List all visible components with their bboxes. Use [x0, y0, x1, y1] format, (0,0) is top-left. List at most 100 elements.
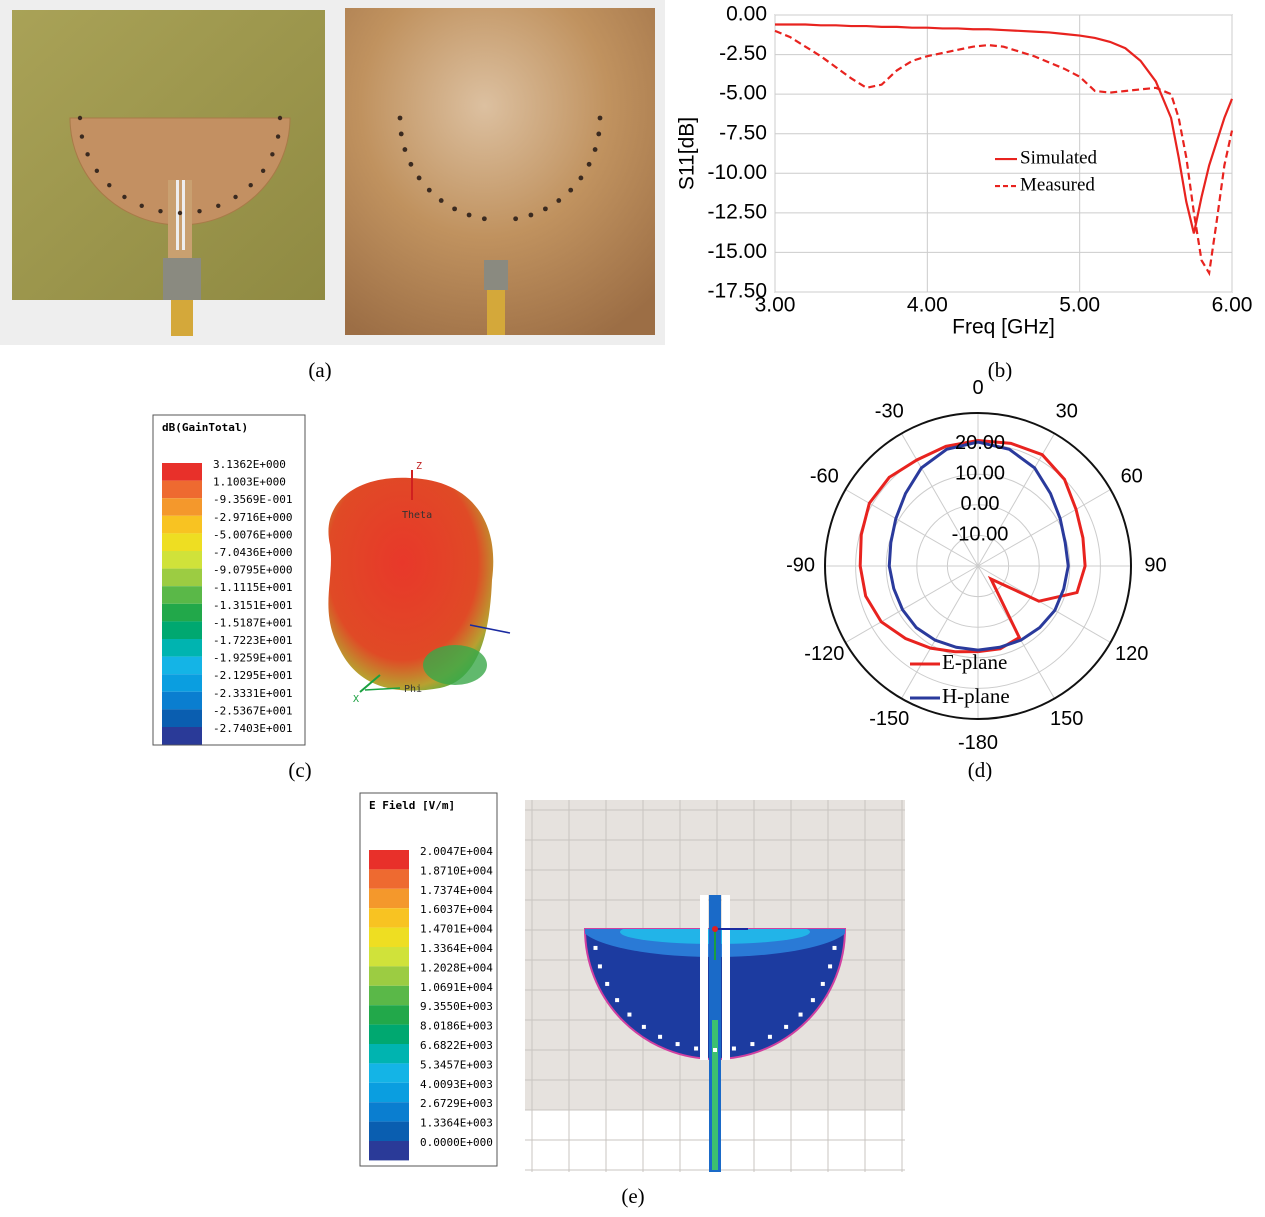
legend-label: -9.3569E-001: [213, 493, 292, 506]
via-dot: [556, 198, 561, 203]
via-dot: [78, 116, 82, 120]
color-swatch: [162, 692, 202, 710]
color-swatch: [162, 516, 202, 534]
color-swatch: [369, 1025, 409, 1044]
via-dot: [768, 1035, 772, 1039]
color-swatch: [369, 1083, 409, 1102]
color-swatch: [162, 463, 202, 481]
legend-label: -2.1295E+001: [213, 669, 292, 682]
via-dot: [107, 183, 111, 187]
via-dot: [439, 198, 444, 203]
x-axis-label: Freq [GHz]: [952, 316, 1055, 339]
legend-label: -9.0795E+000: [213, 564, 292, 577]
angle-label: 30: [1056, 401, 1078, 423]
via-dot: [811, 998, 815, 1002]
via-dot: [513, 216, 518, 221]
via-dot: [799, 1013, 803, 1017]
color-swatch: [369, 1005, 409, 1024]
color-swatch: [369, 1141, 409, 1160]
color-swatch: [162, 727, 202, 745]
via-dot: [197, 209, 201, 213]
via-dot: [833, 946, 837, 950]
via-dot: [427, 188, 432, 193]
via-dot: [598, 116, 603, 121]
angle-label: -90: [786, 554, 815, 576]
via-dot: [95, 169, 99, 173]
color-swatch: [369, 850, 409, 869]
angle-label: 90: [1144, 554, 1166, 576]
y-tick-label: -12.50: [707, 200, 767, 223]
via-dot: [178, 211, 182, 215]
y-tick-label: -7.50: [719, 121, 767, 144]
legend-label: 1.1003E+000: [213, 476, 286, 489]
via-dot: [587, 162, 592, 167]
spoke: [845, 566, 978, 643]
r-tick-label: -10.00: [952, 524, 1009, 546]
y-tick-label: -15.00: [707, 240, 767, 263]
axis-label: Z: [416, 461, 422, 472]
spoke: [978, 566, 1111, 643]
via-dot: [467, 213, 472, 218]
photo: [0, 0, 665, 345]
angle-label: -60: [810, 466, 839, 488]
figure: Z Theta Phi X (a)(b)(c)(d)(e)dB(GainTota…: [0, 0, 1265, 1217]
via-dot: [598, 964, 602, 968]
via-dot: [658, 1035, 662, 1039]
color-swatch: [162, 498, 202, 516]
color-swatch: [162, 586, 202, 604]
via-dot: [713, 1048, 717, 1052]
color-swatch: [369, 1122, 409, 1141]
y-tick-label: 0.00: [726, 3, 767, 26]
x-tick-label: 4.00: [907, 294, 948, 317]
color-swatch: [162, 551, 202, 569]
color-swatch: [162, 569, 202, 587]
via-dot: [270, 152, 274, 156]
legend-label: -1.7223E+001: [213, 634, 292, 647]
field-plot: [525, 800, 905, 1172]
via-dot: [605, 982, 609, 986]
color-swatch: [369, 908, 409, 927]
color-swatch: [369, 889, 409, 908]
y-tick-label: -5.00: [719, 82, 767, 105]
legend-label: 6.6822E+003: [420, 1039, 493, 1052]
color-swatch: [369, 869, 409, 888]
page: Z Theta Phi X (a)(b)(c)(d)(e)dB(GainTota…: [0, 0, 1265, 1217]
color-swatch: [162, 709, 202, 727]
via-dot: [249, 183, 253, 187]
legend-label: -5.0076E+000: [213, 528, 292, 541]
legend-label: H-plane: [942, 684, 1010, 708]
color-swatch: [369, 966, 409, 985]
caption: (e): [621, 1184, 644, 1208]
color-swatch: [369, 1044, 409, 1063]
via-dot: [482, 216, 487, 221]
via-dot: [784, 1025, 788, 1029]
angle-label: 120: [1115, 643, 1148, 665]
axis-label: X: [353, 694, 359, 705]
x-tick-label: 3.00: [755, 294, 796, 317]
color-swatch: [162, 621, 202, 639]
legend-label: 9.3550E+003: [420, 1000, 493, 1013]
angle-label: -150: [869, 708, 909, 730]
via-dot: [261, 169, 265, 173]
legend-label: -1.9259E+001: [213, 652, 292, 665]
legend-label: 1.3364E+004: [420, 942, 493, 955]
legend-title: E Field [V/m]: [369, 799, 455, 812]
y-tick-label: -10.00: [707, 161, 767, 184]
legend-label: 1.0691E+004: [420, 981, 493, 994]
legend-label: 0.0000E+000: [420, 1136, 493, 1149]
legend-label: E-plane: [942, 650, 1007, 674]
legend-title: dB(GainTotal): [162, 421, 248, 434]
legend-label: 4.0093E+003: [420, 1078, 493, 1091]
color-swatch: [369, 947, 409, 966]
via-dot: [615, 998, 619, 1002]
x-tick-label: 6.00: [1212, 294, 1253, 317]
angle-label: -180: [958, 732, 998, 754]
angle-label: 0: [972, 377, 983, 399]
color-swatch: [162, 674, 202, 692]
via-dot: [828, 964, 832, 968]
via-dot: [402, 147, 407, 152]
legend-label: 2.6729E+003: [420, 1097, 493, 1110]
x-tick-label: 5.00: [1059, 294, 1100, 317]
via-dot: [593, 147, 598, 152]
legend-label: -1.3151E+001: [213, 599, 292, 612]
